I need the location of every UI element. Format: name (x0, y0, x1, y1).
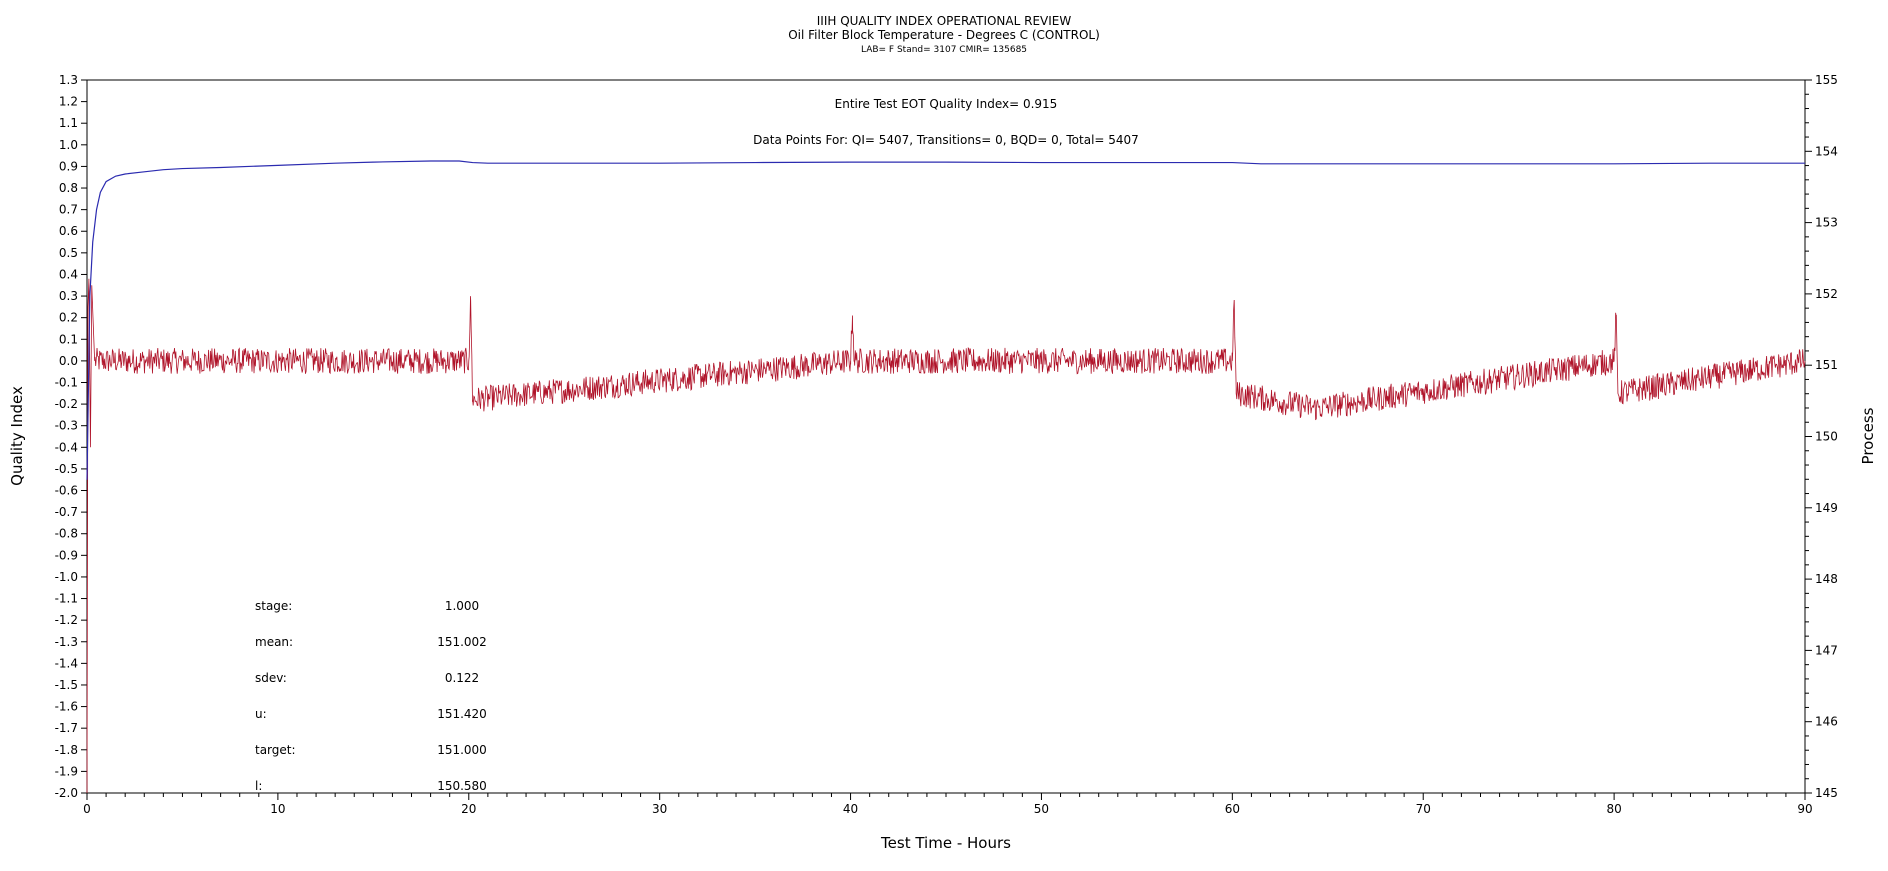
chart-subtitle-2: LAB= F Stand= 3107 CMIR= 135685 (861, 45, 1027, 55)
data-points-annotation: Data Points For: QI= 5407, Transitions= … (753, 133, 1139, 147)
stat-label: l: (255, 779, 262, 793)
stat-label: sdev: (255, 671, 287, 685)
y-right-tick-label: 145 (1815, 786, 1838, 800)
x-tick-label: 0 (83, 802, 91, 816)
y-right-tick-label: 155 (1815, 73, 1838, 87)
plot-frame (86, 79, 1806, 794)
y-right-tick-label: 148 (1815, 572, 1838, 586)
y-left-tick-label: 0.2 (59, 311, 78, 325)
x-tick-label: 90 (1797, 802, 1812, 816)
y-left-tick-label: -1.5 (55, 678, 78, 692)
y-left-tick-label: -0.5 (55, 462, 78, 476)
process-series-line (86, 278, 1806, 794)
y-left-tick-label: -1.9 (55, 764, 78, 778)
x-tick-label: 40 (843, 802, 858, 816)
stat-value: 0.122 (445, 671, 479, 685)
y-left-tick-label: -1.2 (55, 613, 78, 627)
stat-label: stage: (255, 599, 292, 613)
x-tick-label: 20 (461, 802, 476, 816)
x-tick-label: 80 (1606, 802, 1621, 816)
stat-label: mean: (255, 635, 293, 649)
y-left-tick-label: -0.6 (55, 484, 78, 498)
x-tick-label: 60 (1225, 802, 1240, 816)
x-tick-label: 30 (652, 802, 667, 816)
left-axis: 1.3 1.2 1.1 1.0 0.9 0.8 0.7 0.6 0.5 0.4 0.3 0.2 0.1 0… (55, 73, 87, 800)
y-left-tick-label: 0.5 (59, 246, 78, 260)
y-left-tick-label: -0.8 (55, 527, 78, 541)
x-tick-label: 10 (270, 802, 285, 816)
stat-value: 151.420 (437, 707, 487, 721)
y-left-tick-label: 0.1 (59, 332, 78, 346)
y-left-tick-label: 1.1 (59, 116, 78, 130)
left-axis-title: Quality Index (8, 386, 26, 486)
x-axis: 0 10 20 30 40 50 60 70 80 90 (83, 793, 1813, 816)
y-right-tick-label: 151 (1815, 358, 1838, 372)
annotations: Entire Test EOT Quality Index= 0.915 Dat… (753, 97, 1139, 147)
y-left-tick-label: 0.4 (59, 267, 78, 281)
y-left-tick-label: 1.0 (59, 138, 78, 152)
y-left-tick-label: -1.4 (55, 656, 78, 670)
y-left-tick-label: -1.6 (55, 700, 78, 714)
y-right-tick-label: 154 (1815, 144, 1838, 158)
stat-value: 150.580 (437, 779, 487, 793)
y-left-tick-label: -1.0 (55, 570, 78, 584)
x-tick-label: 50 (1034, 802, 1049, 816)
chart-title: IIIH QUALITY INDEX OPERATIONAL REVIEW (817, 14, 1072, 28)
y-right-tick-label: 152 (1815, 287, 1838, 301)
stat-value: 151.000 (437, 743, 487, 757)
x-tick-label: 70 (1416, 802, 1431, 816)
stats-table: stage: 1.000 mean: 151.002 sdev: 0.122 u… (255, 599, 487, 793)
y-left-tick-label: -0.7 (55, 505, 78, 519)
y-right-tick-label: 146 (1815, 715, 1838, 729)
stat-value: 151.002 (437, 635, 487, 649)
y-left-tick-label: -0.4 (55, 440, 78, 454)
y-left-tick-label: -0.9 (55, 548, 78, 562)
y-left-tick-label: 0.7 (59, 203, 78, 217)
y-right-tick-label: 149 (1815, 501, 1838, 515)
stat-label: target: (255, 743, 296, 757)
y-left-tick-label: -0.3 (55, 419, 78, 433)
y-left-tick-label: -1.3 (55, 635, 78, 649)
quality-index-annotation: Entire Test EOT Quality Index= 0.915 (835, 97, 1058, 111)
y-left-tick-label: 0.8 (59, 181, 78, 195)
series-layer (86, 160, 1806, 794)
y-left-tick-label: -1.1 (55, 592, 78, 606)
y-left-tick-label: -2.0 (55, 786, 78, 800)
y-left-tick-label: -0.1 (55, 375, 78, 389)
y-left-tick-label: -1.8 (55, 743, 78, 757)
y-left-tick-label: 1.2 (59, 95, 78, 109)
y-left-tick-label: 0.0 (59, 354, 78, 368)
y-left-tick-label: 0.9 (59, 159, 78, 173)
y-left-tick-label: 0.3 (59, 289, 78, 303)
y-left-tick-label: -0.2 (55, 397, 78, 411)
y-right-tick-label: 147 (1815, 643, 1838, 657)
quality-index-series-line (86, 160, 1805, 480)
x-axis-title: Test Time - Hours (880, 834, 1011, 852)
stat-value: 1.000 (445, 599, 479, 613)
y-right-tick-label: 150 (1815, 430, 1838, 444)
chart-header: IIIH QUALITY INDEX OPERATIONAL REVIEW Oi… (788, 14, 1100, 55)
y-left-tick-label: 1.3 (59, 73, 78, 87)
y-right-tick-label: 153 (1815, 216, 1838, 230)
y-left-tick-label: 0.6 (59, 224, 78, 238)
chart-subtitle: Oil Filter Block Temperature - Degrees C… (788, 28, 1100, 42)
y-left-tick-label: -1.7 (55, 721, 78, 735)
right-axis-title: Process (1859, 407, 1877, 464)
right-axis: 155 154 153 152 151 150 149 148 147 146 145 (1805, 73, 1838, 800)
stat-label: u: (255, 707, 267, 721)
